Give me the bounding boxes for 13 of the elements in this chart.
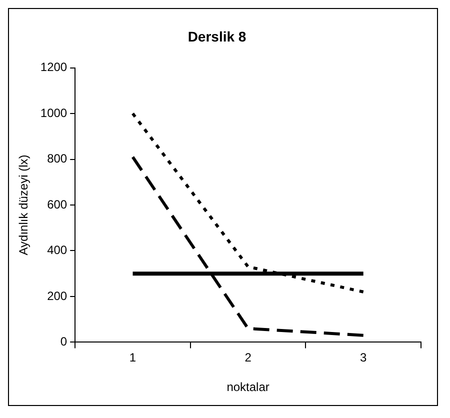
y-tick-label: 800 — [47, 152, 68, 166]
x-axis-title: noktalar — [226, 380, 270, 394]
x-tick-label: 3 — [360, 350, 368, 365]
y-tick-label: 0 — [60, 334, 68, 349]
y-tick-label: 200 — [47, 288, 68, 303]
y-tick-label: 600 — [47, 197, 68, 212]
y-tick-label: 400 — [47, 243, 68, 258]
chart-title: Derslik 8 — [188, 28, 246, 44]
x-tick-label: 1 — [129, 350, 136, 365]
y-axis-title: Aydınlık düzeyi (lx) — [16, 154, 31, 256]
y-tick-label: 1000 — [40, 106, 68, 120]
y-tick-label: 1200 — [40, 60, 68, 74]
x-tick-label: 2 — [244, 350, 252, 365]
